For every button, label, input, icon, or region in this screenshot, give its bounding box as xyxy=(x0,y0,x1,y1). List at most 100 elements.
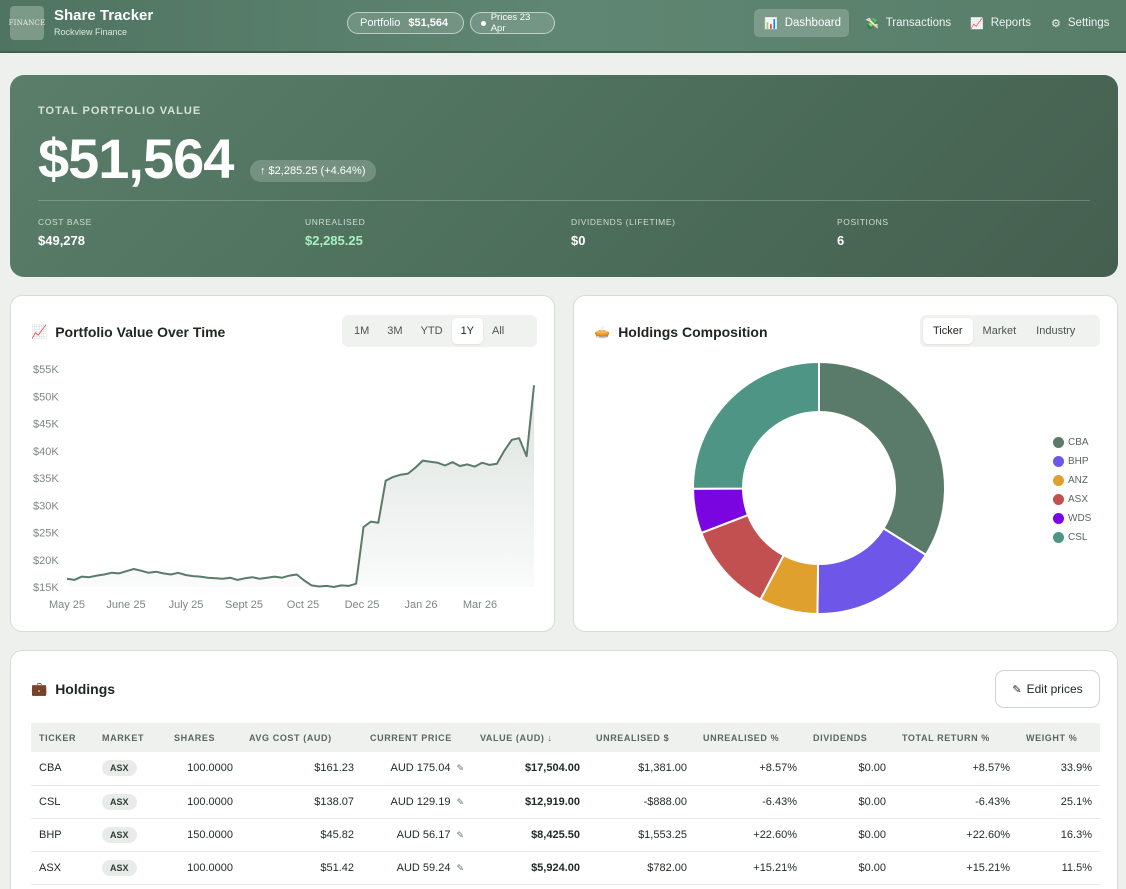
brand: Share Tracker Rockview Finance xyxy=(54,7,153,39)
cell-shares: 100.0000 xyxy=(166,785,241,819)
app-subtitle: Rockview Finance xyxy=(54,27,128,37)
cell-avg-cost: $45.82 xyxy=(241,818,362,852)
line-chart-icon: 📈 xyxy=(970,17,984,30)
nav-reports[interactable]: 📈 Reports xyxy=(960,9,1035,37)
edit-prices-button[interactable]: ✎ Edit prices xyxy=(995,670,1100,708)
table-row[interactable]: BHP ASX 150.0000 $45.82 AUD 56.17 ✎ $8,42… xyxy=(31,818,1100,852)
stat-value: 6 xyxy=(837,233,845,248)
legend-swatch xyxy=(1053,437,1064,448)
edit-price-icon[interactable]: ✎ xyxy=(456,763,464,774)
tab-ticker[interactable]: Ticker xyxy=(923,318,973,344)
table-row[interactable]: ASX ASX 100.0000 $51.42 AUD 59.24 ✎ $5,92… xyxy=(31,851,1100,885)
cell-value: $17,504.00 xyxy=(472,752,588,786)
col-unrealised[interactable]: UNREALISED $ xyxy=(588,723,695,752)
edit-price-icon[interactable]: ✎ xyxy=(456,829,464,840)
nav-dashboard[interactable]: 📊 Dashboard xyxy=(754,9,849,37)
prices-date-pill[interactable]: Prices 23 Apr xyxy=(470,12,555,34)
market-badge: ASX xyxy=(102,760,137,777)
range-all[interactable]: All xyxy=(492,325,505,337)
cell-shares: 100.0000 xyxy=(166,851,241,885)
legend-label: BHP xyxy=(1068,456,1089,467)
nav-settings[interactable]: ⚙ Settings xyxy=(1041,9,1119,37)
cell-unrealised: $1,553.25 xyxy=(588,818,695,852)
app-title: Share Tracker xyxy=(54,7,154,24)
cell-weight: 25.1% xyxy=(1018,785,1100,819)
col-dividends[interactable]: DIVIDENDS xyxy=(805,723,894,752)
portfolio-pill-value: $51,564 xyxy=(408,17,449,29)
edit-price-icon[interactable]: ✎ xyxy=(456,796,464,807)
col-current-price[interactable]: CURRENT PRICE xyxy=(362,723,472,752)
legend-swatch xyxy=(1053,475,1064,486)
portfolio-pill-label: Portfolio xyxy=(360,17,401,29)
col-unrealised-pct[interactable]: UNREALISED % xyxy=(695,723,805,752)
stat-positions: POSITIONS 6 xyxy=(837,217,889,248)
logo[interactable]: FINANCE xyxy=(9,6,45,40)
price-value: AUD 175.04 xyxy=(390,762,451,775)
cell-price: AUD 59.24 ✎ xyxy=(362,851,472,885)
cell-unrealised-pct: -6.43% xyxy=(695,785,805,819)
cell-ticker: CBA xyxy=(31,752,94,786)
legend-item-csl[interactable]: CSL xyxy=(1053,528,1091,547)
col-ticker[interactable]: TICKER xyxy=(31,723,94,752)
cell-unrealised-pct: +8.57% xyxy=(695,752,805,786)
cell-weight: 11.5% xyxy=(1018,851,1100,885)
y-tick-label: $15K xyxy=(33,582,59,594)
range-3m[interactable]: 3M xyxy=(387,325,403,337)
y-tick-label: $55K xyxy=(33,364,59,376)
legend-item-asx[interactable]: ASX xyxy=(1053,490,1091,509)
line-chart-icon: 📈 xyxy=(31,324,48,339)
col-market[interactable]: MARKET xyxy=(94,723,166,752)
portfolio-value-chart: $15K $20K $25K $30K $35K $40K $45K $50K $55K May … xyxy=(33,364,535,611)
y-tick-label: $30K xyxy=(33,500,59,512)
composition-selector: Ticker Market Industry xyxy=(920,315,1100,347)
table-row[interactable]: CBA ASX 100.0000 $161.23 AUD 175.04 ✎ $17… xyxy=(31,752,1100,786)
cell-market: ASX xyxy=(94,785,166,819)
legend-item-bhp[interactable]: BHP xyxy=(1053,452,1091,471)
slice-csl[interactable] xyxy=(692,360,820,490)
range-1m[interactable]: 1M xyxy=(354,325,370,337)
nav-transactions[interactable]: 💸 Transactions xyxy=(855,9,955,37)
cell-ticker: ASX xyxy=(31,851,94,885)
col-shares[interactable]: SHARES xyxy=(166,723,241,752)
table-row[interactable]: CSL ASX 100.0000 $138.07 AUD 129.19 ✎ $12… xyxy=(31,785,1100,819)
slice-cba[interactable] xyxy=(818,360,946,557)
value-line xyxy=(66,385,535,588)
cell-total-return: +15.21% xyxy=(894,851,1018,885)
x-tick-label: Jan 26 xyxy=(404,599,437,611)
portfolio-summary: TOTAL PORTFOLIO VALUE $51,564 ↑ $2,285.2… xyxy=(10,75,1118,277)
col-value[interactable]: VALUE (AUD) ↓ xyxy=(472,723,588,752)
portfolio-pill[interactable]: Portfolio $51,564 xyxy=(347,12,464,34)
legend-item-anz[interactable]: ANZ xyxy=(1053,471,1091,490)
card-title-text: Portfolio Value Over Time xyxy=(55,324,226,340)
legend-swatch xyxy=(1053,513,1064,524)
y-tick-label: $45K xyxy=(33,419,59,431)
cell-ticker: BHP xyxy=(31,818,94,852)
legend-item-cba[interactable]: CBA xyxy=(1053,433,1091,452)
pie-icon: 🥧 xyxy=(594,324,611,339)
tab-market[interactable]: Market xyxy=(982,325,1017,337)
price-value: AUD 59.24 xyxy=(396,861,451,874)
cell-avg-cost: $161.23 xyxy=(241,752,362,786)
nav-settings-label: Settings xyxy=(1067,17,1110,29)
cell-unrealised-pct: +15.21% xyxy=(695,851,805,885)
market-badge: ASX xyxy=(102,793,137,810)
tab-industry[interactable]: Industry xyxy=(1036,325,1076,337)
chart-legend: CBA BHP ANZ ASX WDS CSL xyxy=(1053,433,1091,547)
cell-unrealised-pct: +22.60% xyxy=(695,818,805,852)
cell-dividends: $0.00 xyxy=(805,785,894,819)
legend-swatch xyxy=(1053,494,1064,505)
cell-market: ASX xyxy=(94,818,166,852)
edit-price-icon[interactable]: ✎ xyxy=(456,862,464,873)
col-total-return[interactable]: TOTAL RETURN % xyxy=(894,723,1018,752)
col-weight[interactable]: WEIGHT % xyxy=(1018,723,1100,752)
cell-shares: 100.0000 xyxy=(166,752,241,786)
holdings-card: 💼 Holdings ✎ Edit prices TICKER MARKET S… xyxy=(10,650,1118,889)
stat-value: $0 xyxy=(571,233,586,248)
range-1y[interactable]: 1Y xyxy=(451,318,484,344)
legend-label: ANZ xyxy=(1068,475,1088,486)
range-ytd[interactable]: YTD xyxy=(420,325,443,337)
total-value-label: TOTAL PORTFOLIO VALUE xyxy=(38,105,202,117)
y-tick-label: $20K xyxy=(33,555,59,567)
legend-item-wds[interactable]: WDS xyxy=(1053,509,1091,528)
col-avg-cost[interactable]: AVG COST (AUD) xyxy=(241,723,362,752)
